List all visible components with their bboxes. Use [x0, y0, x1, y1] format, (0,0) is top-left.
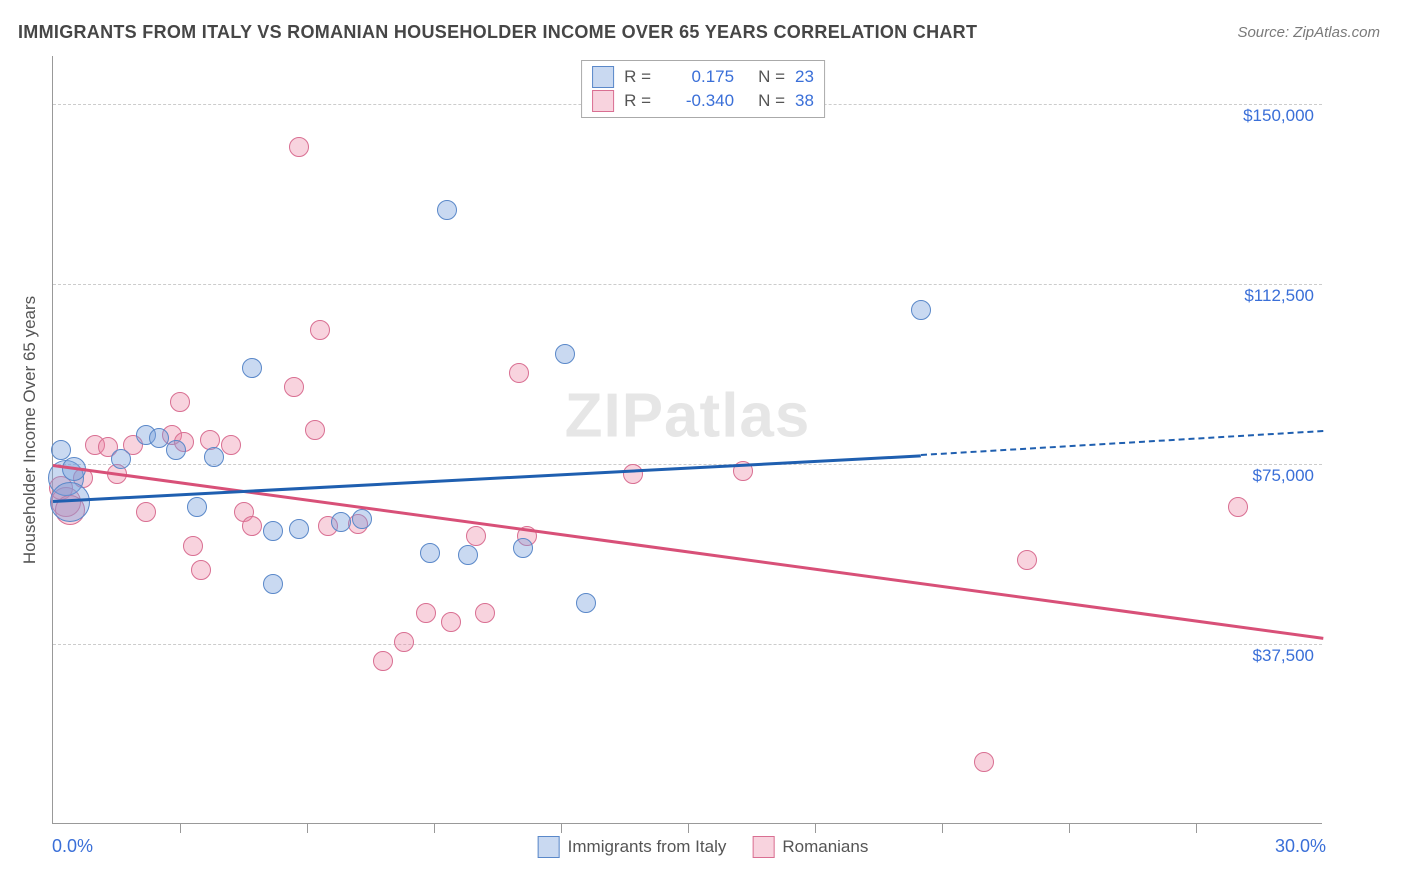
data-point: [623, 464, 643, 484]
regression-line: [921, 430, 1323, 456]
series-2-name: Romanians: [782, 837, 868, 857]
x-axis-max-label: 30.0%: [1275, 836, 1326, 857]
swatch-icon: [592, 90, 614, 112]
y-axis-label: Householder Income Over 65 years: [20, 296, 40, 564]
x-tick: [815, 823, 816, 833]
data-point: [170, 392, 190, 412]
data-point: [458, 545, 478, 565]
chart-title: IMMIGRANTS FROM ITALY VS ROMANIAN HOUSEH…: [18, 22, 977, 43]
data-point: [394, 632, 414, 652]
n-label: N =: [758, 67, 785, 87]
gridline: [53, 644, 1322, 645]
gridline: [53, 464, 1322, 465]
data-point: [284, 377, 304, 397]
y-tick-label: $150,000: [1243, 106, 1314, 126]
data-point: [136, 502, 156, 522]
y-tick-label: $75,000: [1253, 466, 1314, 486]
data-point: [509, 363, 529, 383]
x-tick: [561, 823, 562, 833]
r-label: R =: [624, 67, 658, 87]
bottom-legend: Immigrants from Italy Romanians: [538, 836, 869, 858]
data-point: [166, 440, 186, 460]
data-point: [305, 420, 325, 440]
legend-row-series-2: R = -0.340 N = 38: [592, 89, 814, 113]
x-tick: [307, 823, 308, 833]
data-point: [263, 574, 283, 594]
chart-container: IMMIGRANTS FROM ITALY VS ROMANIAN HOUSEH…: [0, 0, 1406, 892]
data-point: [242, 516, 262, 536]
y-tick-label: $37,500: [1253, 646, 1314, 666]
data-point: [263, 521, 283, 541]
x-axis-min-label: 0.0%: [52, 836, 93, 857]
swatch-icon: [752, 836, 774, 858]
legend-item-1: Immigrants from Italy: [538, 836, 727, 858]
r-value-1: 0.175: [668, 67, 734, 87]
data-point: [466, 526, 486, 546]
y-tick-label: $112,500: [1244, 286, 1314, 306]
data-point: [974, 752, 994, 772]
data-point: [416, 603, 436, 623]
data-point: [373, 651, 393, 671]
data-point: [331, 512, 351, 532]
data-point: [555, 344, 575, 364]
watermark: ZIPatlas: [565, 381, 811, 452]
series-1-name: Immigrants from Italy: [568, 837, 727, 857]
data-point: [242, 358, 262, 378]
swatch-icon: [592, 66, 614, 88]
data-point: [204, 447, 224, 467]
x-tick: [942, 823, 943, 833]
legend-item-2: Romanians: [752, 836, 868, 858]
data-point: [187, 497, 207, 517]
x-tick: [180, 823, 181, 833]
data-point: [111, 449, 131, 469]
data-point: [576, 593, 596, 613]
correlation-legend: R = 0.175 N = 23 R = -0.340 N = 38: [581, 60, 825, 118]
data-point: [289, 519, 309, 539]
data-point: [475, 603, 495, 623]
data-point: [437, 200, 457, 220]
data-point: [289, 137, 309, 157]
legend-row-series-1: R = 0.175 N = 23: [592, 65, 814, 89]
data-point: [183, 536, 203, 556]
r-value-2: -0.340: [668, 91, 734, 111]
x-tick: [1196, 823, 1197, 833]
data-point: [441, 612, 461, 632]
data-point: [221, 435, 241, 455]
r-label: R =: [624, 91, 658, 111]
x-tick: [434, 823, 435, 833]
n-value-1: 23: [795, 67, 814, 87]
data-point: [420, 543, 440, 563]
data-point: [191, 560, 211, 580]
plot-area: ZIPatlas $37,500 $75,000 $112,500 $150,000: [52, 56, 1322, 824]
data-point: [51, 440, 71, 460]
data-point: [513, 538, 533, 558]
data-point: [1228, 497, 1248, 517]
n-value-2: 38: [795, 91, 814, 111]
data-point: [310, 320, 330, 340]
source-label: Source: ZipAtlas.com: [1237, 24, 1380, 41]
swatch-icon: [538, 836, 560, 858]
n-label: N =: [758, 91, 785, 111]
data-point: [911, 300, 931, 320]
data-point: [1017, 550, 1037, 570]
x-tick: [1069, 823, 1070, 833]
x-tick: [688, 823, 689, 833]
regression-line: [53, 454, 921, 503]
gridline: [53, 284, 1322, 285]
data-point: [352, 509, 372, 529]
